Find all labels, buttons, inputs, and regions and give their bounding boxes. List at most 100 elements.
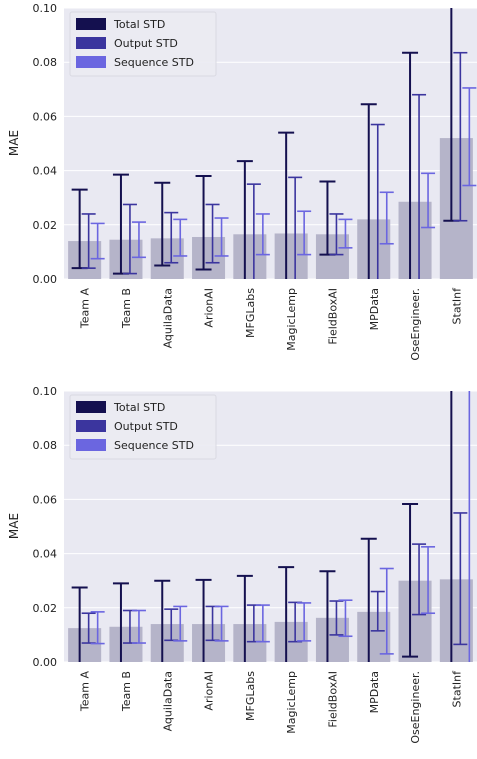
legend-label: Sequence STD [114, 439, 194, 452]
error-bar [255, 213, 270, 256]
legend: Total STD Output STD Sequence STD [69, 11, 217, 77]
error-bar [338, 218, 353, 249]
y-axis-label: MAE [7, 513, 21, 539]
error-bar [402, 503, 419, 658]
error-bar [154, 579, 171, 662]
error-bar [131, 609, 146, 644]
error-bar [370, 590, 385, 632]
bar [68, 241, 102, 279]
legend-label: Output STD [114, 420, 178, 433]
x-tick-label: MagicLemp [285, 671, 298, 734]
error-bar [338, 599, 353, 638]
bar [398, 580, 432, 662]
x-tick-label: MPData [368, 288, 381, 330]
legend: Total STD Output STD Sequence STD [69, 394, 217, 460]
error-bar [412, 543, 427, 616]
y-tick-label: 0.02 [33, 602, 58, 615]
error-bar [329, 600, 344, 636]
legend-box [69, 11, 217, 77]
error-bar [453, 512, 468, 646]
bar [192, 624, 226, 662]
error-bar [297, 210, 312, 256]
legend-label: Total STD [113, 18, 165, 31]
error-bar [288, 176, 303, 279]
bar [357, 219, 391, 279]
error-bar [246, 183, 261, 279]
error-bar [236, 160, 253, 279]
chart-top: 0.000.020.040.060.080.10 MAE Team A Team … [7, 2, 477, 361]
bar [150, 238, 184, 279]
error-bar [421, 172, 436, 229]
legend-label: Total STD [113, 401, 165, 414]
bars [68, 138, 473, 279]
x-tick-label: Team B [120, 288, 133, 329]
legend-label: Sequence STD [114, 56, 194, 69]
error-bar [379, 191, 394, 245]
legend-box [69, 394, 217, 460]
legend-swatch [76, 56, 106, 68]
error-bar [360, 537, 377, 662]
error-bar [255, 604, 270, 643]
y-axis-ticks: 0.00 0.02 0.04 0.06 0.08 0.10 [33, 385, 58, 669]
x-tick-label: MFGLabs [244, 671, 257, 721]
error-bar [205, 203, 220, 264]
error-bar [122, 203, 137, 275]
error-bar [131, 221, 146, 259]
error-bar [214, 605, 229, 642]
bar [315, 234, 349, 279]
error-bar [214, 217, 229, 257]
x-tick-label: StatInf [450, 670, 463, 708]
error-bar [360, 103, 377, 279]
error-bars [71, 8, 477, 279]
bar [109, 239, 143, 279]
error-bar [90, 611, 105, 645]
bar [439, 138, 473, 279]
legend-item: Output STD [76, 37, 178, 50]
error-bar [195, 175, 212, 271]
error-bar [319, 570, 336, 662]
error-bar [370, 123, 385, 279]
y-tick-label: 0.10 [33, 2, 58, 15]
error-bar [173, 605, 188, 642]
error-bar [236, 574, 253, 662]
y-tick-label: 0.04 [33, 548, 58, 561]
x-axis-ticks: Team A Team B AquilaData ArionAI MFGLabs Magi… [79, 670, 464, 744]
bar [274, 233, 308, 279]
x-tick-label: MagicLemp [285, 288, 298, 351]
bar [439, 579, 473, 662]
x-tick-label: ArionAI [203, 288, 216, 328]
y-tick-label: 0.00 [33, 273, 58, 286]
y-tick-label: 0.08 [33, 56, 58, 69]
y-tick-label: 0.00 [33, 656, 58, 669]
y-tick-label: 0.10 [33, 385, 58, 398]
y-tick-label: 0.06 [33, 493, 58, 506]
bar [315, 617, 349, 662]
x-tick-label: OseEngineer. [409, 288, 422, 361]
x-tick-label: OseEngineer. [409, 671, 422, 744]
legend-item: Total STD [76, 401, 165, 414]
error-bar [71, 586, 88, 662]
error-bar [164, 211, 179, 264]
x-tick-label: Team B [120, 671, 133, 712]
bar [233, 624, 267, 662]
legend-item: Sequence STD [76, 439, 194, 452]
error-bar [278, 131, 295, 279]
legend-swatch [76, 37, 106, 49]
error-bar [462, 87, 477, 187]
x-tick-label: Team A [79, 288, 92, 330]
error-bar [278, 566, 295, 662]
legend-item: Total STD [76, 18, 165, 31]
x-tick-label: StatInf [450, 287, 463, 325]
legend-swatch [76, 401, 106, 413]
bar [68, 628, 102, 662]
bar [233, 234, 267, 279]
chart-bottom: 0.000.020.040.060.080.10 MAE Team A Team … [7, 385, 477, 744]
legend-swatch [76, 420, 106, 432]
x-tick-label: FieldBoxAI [326, 288, 339, 345]
bar [109, 626, 143, 662]
y-tick-label: 0.02 [33, 219, 58, 232]
y-tick-label: 0.08 [33, 439, 58, 452]
error-bar [402, 51, 419, 279]
x-tick-label: AquilaData [161, 671, 174, 731]
legend-item: Sequence STD [76, 56, 194, 69]
